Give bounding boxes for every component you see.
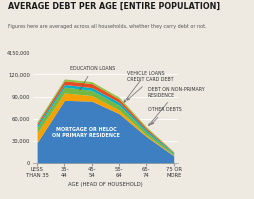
Text: AVERAGE DEBT PER AGE [ENTIRE POPULATION]: AVERAGE DEBT PER AGE [ENTIRE POPULATION] <box>8 2 220 11</box>
Text: 4150,000: 4150,000 <box>7 51 30 56</box>
Text: Figures here are averaged across all households, whether they carry debt or not.: Figures here are averaged across all hou… <box>8 24 206 29</box>
Text: VEHICLE LOANS: VEHICLE LOANS <box>124 70 165 102</box>
Text: CREDIT CARD DEBT: CREDIT CARD DEBT <box>127 77 174 100</box>
Text: MORTGAGE OR HELOC
ON PRIMARY RESIDENCE: MORTGAGE OR HELOC ON PRIMARY RESIDENCE <box>52 127 120 138</box>
Text: EDUCATION LOANS: EDUCATION LOANS <box>70 66 115 90</box>
Text: DEBT ON NON-PRIMARY
RESIDENCE: DEBT ON NON-PRIMARY RESIDENCE <box>148 87 204 126</box>
Text: OTHER DEBTS: OTHER DEBTS <box>148 107 182 124</box>
X-axis label: AGE (HEAD OF HOUSEHOLD): AGE (HEAD OF HOUSEHOLD) <box>68 182 143 187</box>
